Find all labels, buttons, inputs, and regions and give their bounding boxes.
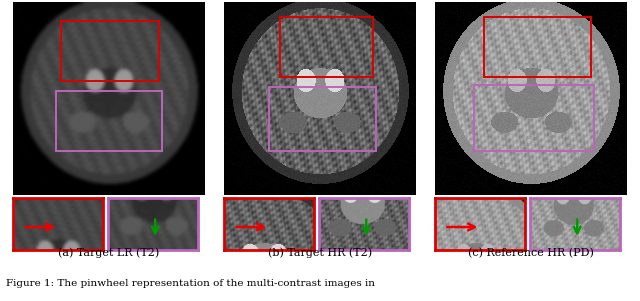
Bar — [61, 20, 159, 80]
Bar — [474, 85, 593, 150]
Bar — [269, 86, 376, 150]
Text: (c) Reference HR (PD): (c) Reference HR (PD) — [468, 248, 594, 258]
Bar — [280, 17, 372, 76]
Bar — [483, 17, 591, 76]
Text: (a) Target LR (T2): (a) Target LR (T2) — [58, 248, 159, 258]
Text: Figure 1: The pinwheel representation of the multi-contrast images in: Figure 1: The pinwheel representation of… — [6, 278, 376, 287]
Bar — [56, 91, 161, 150]
Text: (b) Target HR (T2): (b) Target HR (T2) — [268, 248, 372, 258]
